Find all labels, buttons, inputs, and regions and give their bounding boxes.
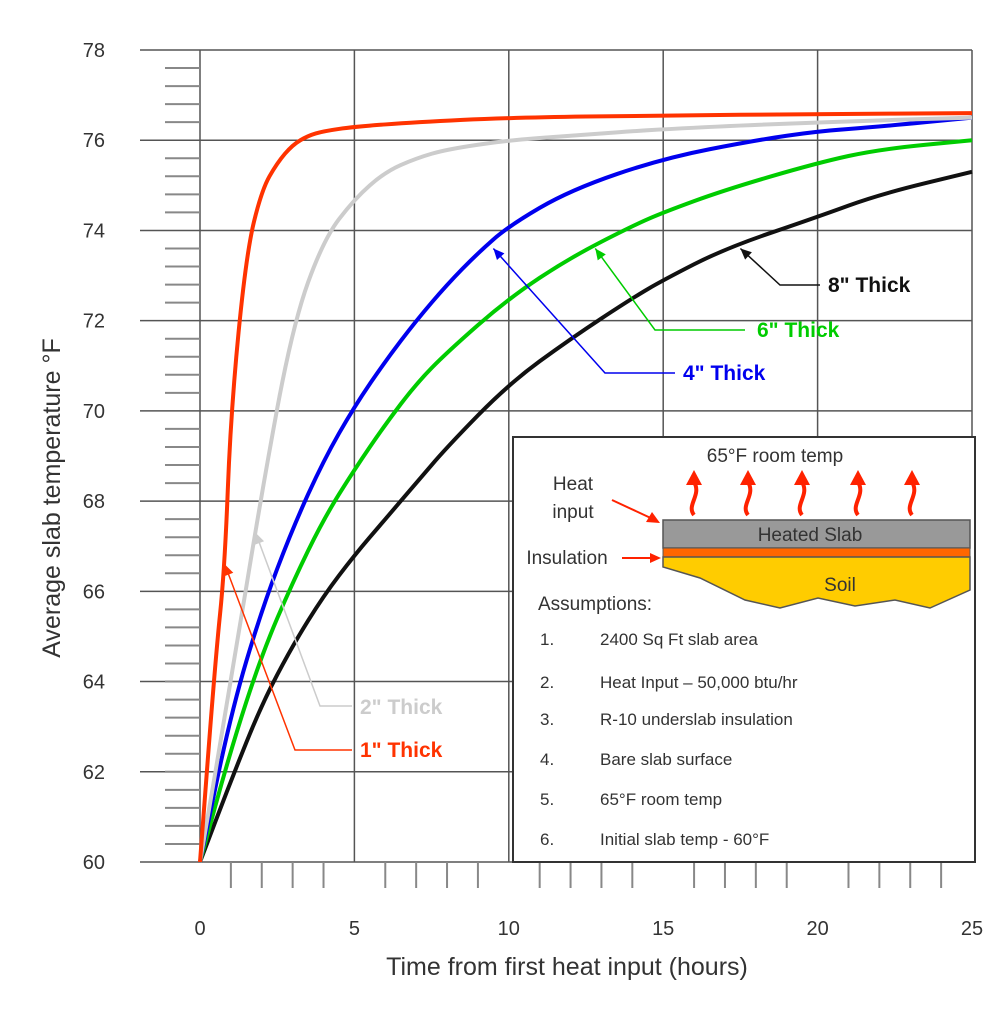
series-line-1 [198, 111, 973, 863]
annotation-leader-line [739, 247, 820, 286]
assumption-item-3: 3. R-10 underslab insulation [540, 710, 793, 729]
y-axis-title: Average slab temperature °F [38, 338, 66, 657]
x-axis-title: Time from first heat input (hours) [386, 953, 748, 981]
y-tick-label: 66 [83, 581, 105, 603]
insulation-shape [662, 547, 971, 558]
y-tick-label: 70 [83, 401, 105, 423]
insulation-arrowhead-icon [650, 553, 661, 563]
assumption-text: Initial slab temp - 60°F [600, 830, 769, 849]
heat-arrowhead-icon [794, 470, 810, 485]
x-tick-label: 5 [349, 918, 360, 940]
y-tick-label: 76 [83, 130, 105, 152]
y-tick-label: 72 [83, 311, 105, 333]
heat-wave-icon [689, 480, 699, 517]
annotation-leader-line [594, 248, 745, 331]
inset-frame [512, 436, 976, 863]
annotation-leader-line [254, 532, 352, 707]
annotation-leader-line [492, 247, 675, 374]
heat-wave-icon [853, 480, 863, 517]
assumption-number: 3. [540, 710, 554, 729]
x-tick-label: 20 [806, 918, 828, 940]
room-temp-label: 65°F room temp [707, 446, 843, 467]
annotation-label: 1" Thick [360, 739, 443, 762]
heat-wave-icon [743, 480, 753, 517]
y-tick-label: 64 [83, 672, 105, 694]
annotation-label: 8" Thick [828, 274, 911, 297]
assumptions-title: Assumptions: [538, 594, 652, 615]
annotation-label: 4" Thick [683, 362, 766, 385]
assumption-item-6: 6. Initial slab temp - 60°F [540, 830, 769, 849]
assumption-number: 5. [540, 790, 554, 809]
assumption-text: 2400 Sq Ft slab area [600, 630, 758, 649]
assumption-text: 65°F room temp [600, 790, 722, 809]
heat-input-arrowhead-icon [646, 512, 660, 523]
assumption-item-4: 4. Bare slab surface [540, 750, 732, 769]
heat-arrowhead-icon [904, 470, 920, 485]
assumption-number: 2. [540, 673, 554, 692]
heat-arrows [686, 470, 920, 517]
soil-shape [662, 556, 971, 609]
y-tick-label: 74 [83, 220, 105, 242]
series-lines [198, 111, 973, 863]
y-tick-label: 60 [83, 852, 105, 874]
assumption-number: 6. [540, 830, 554, 849]
insulation-label: Insulation [526, 548, 607, 569]
annotation-arrowhead-icon [595, 248, 606, 261]
annotation-arrowhead-icon [254, 532, 265, 545]
tick-labels: 0 5 10 15 20 25 60 62 64 66 68 70 72 74 76 78 [83, 40, 983, 940]
heat-input-label-line2: input [552, 502, 594, 523]
series-line-3 [198, 115, 973, 863]
series-annotations: 1" Thick 2" Thick 4" Thick 6" Thick 8" Thick [223, 247, 911, 762]
inset-panel: 65°F room temp Heat input Heated Slab In… [512, 436, 976, 863]
annotation-arrowhead-icon [223, 564, 234, 577]
annotation-label: 2" Thick [360, 696, 443, 719]
assumption-text: Heat Input – 50,000 btu/hr [600, 673, 798, 692]
assumption-number: 1. [540, 630, 554, 649]
assumption-text: Bare slab surface [600, 750, 732, 769]
heat-input-label-line1: Heat [553, 474, 594, 495]
x-tick-label: 15 [652, 918, 674, 940]
y-tick-label: 68 [83, 491, 105, 513]
assumption-number: 4. [540, 750, 554, 769]
assumption-item-5: 5. 65°F room temp [540, 790, 722, 809]
assumption-item-1: 1. 2400 Sq Ft slab area [540, 630, 758, 649]
y-tick-label: 62 [83, 762, 105, 784]
annotation-label: 6" Thick [757, 319, 840, 342]
heat-wave-icon [907, 480, 917, 517]
heated-slab-label: Heated Slab [758, 525, 863, 546]
assumption-text: R-10 underslab insulation [600, 710, 793, 729]
annotation-leader-line [224, 564, 352, 751]
heat-arrowhead-icon [740, 470, 756, 485]
series-line-4 [198, 138, 973, 863]
heat-wave-icon [797, 480, 807, 517]
heat-arrowhead-icon [850, 470, 866, 485]
minor-ticks [165, 67, 943, 888]
y-tick-label: 78 [83, 40, 105, 62]
x-tick-label: 0 [194, 918, 205, 940]
heat-arrowhead-icon [686, 470, 702, 485]
series-line-2 [198, 115, 973, 863]
assumption-item-2: 2. Heat Input – 50,000 btu/hr [540, 673, 798, 692]
heat-input-arrow-icon [611, 499, 656, 521]
annotation-arrowhead-icon [493, 248, 505, 261]
soil-label: Soil [824, 575, 856, 596]
annotation-arrowhead-icon [740, 248, 752, 260]
x-tick-label: 25 [961, 918, 983, 940]
x-tick-label: 10 [498, 918, 520, 940]
